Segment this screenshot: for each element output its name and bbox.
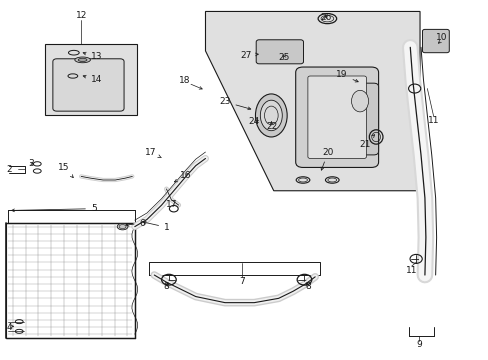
Text: 21: 21 <box>358 135 374 149</box>
FancyBboxPatch shape <box>422 30 448 53</box>
Text: 11: 11 <box>427 116 439 125</box>
Ellipse shape <box>117 224 128 230</box>
Text: 17: 17 <box>144 148 161 158</box>
Text: 9: 9 <box>415 341 421 350</box>
Text: 8: 8 <box>163 282 168 291</box>
Text: 7: 7 <box>239 276 244 285</box>
Text: 27: 27 <box>240 51 258 60</box>
Text: 17: 17 <box>165 200 177 209</box>
Text: 24: 24 <box>248 117 259 126</box>
Text: 18: 18 <box>179 76 190 85</box>
Text: 23: 23 <box>219 97 250 110</box>
Ellipse shape <box>255 94 286 137</box>
FancyBboxPatch shape <box>295 67 378 167</box>
Text: 4: 4 <box>7 323 12 332</box>
Text: 12: 12 <box>75 11 87 20</box>
Polygon shape <box>44 44 137 116</box>
Text: 2: 2 <box>7 165 12 174</box>
FancyBboxPatch shape <box>341 83 378 155</box>
FancyBboxPatch shape <box>256 40 303 64</box>
Text: 1: 1 <box>143 221 169 232</box>
Text: 10: 10 <box>435 33 447 42</box>
Ellipse shape <box>351 90 368 112</box>
Text: 3: 3 <box>28 159 34 168</box>
Text: 22: 22 <box>266 122 277 131</box>
Ellipse shape <box>260 100 282 131</box>
FancyBboxPatch shape <box>53 59 124 111</box>
Text: 6: 6 <box>126 219 145 228</box>
Text: 11: 11 <box>405 266 417 275</box>
Text: 16: 16 <box>174 171 191 182</box>
Bar <box>5 223 135 338</box>
Text: 15: 15 <box>58 163 73 177</box>
Text: 25: 25 <box>278 53 289 62</box>
FancyBboxPatch shape <box>307 76 366 158</box>
Text: 14: 14 <box>83 75 102 84</box>
Text: 13: 13 <box>83 52 102 62</box>
Text: 20: 20 <box>321 148 333 170</box>
Text: 8: 8 <box>305 282 310 291</box>
Text: 26: 26 <box>320 13 331 22</box>
Polygon shape <box>205 12 419 191</box>
Text: 19: 19 <box>335 71 357 82</box>
Text: 5: 5 <box>12 204 97 213</box>
Ellipse shape <box>78 58 87 62</box>
Ellipse shape <box>75 57 90 63</box>
